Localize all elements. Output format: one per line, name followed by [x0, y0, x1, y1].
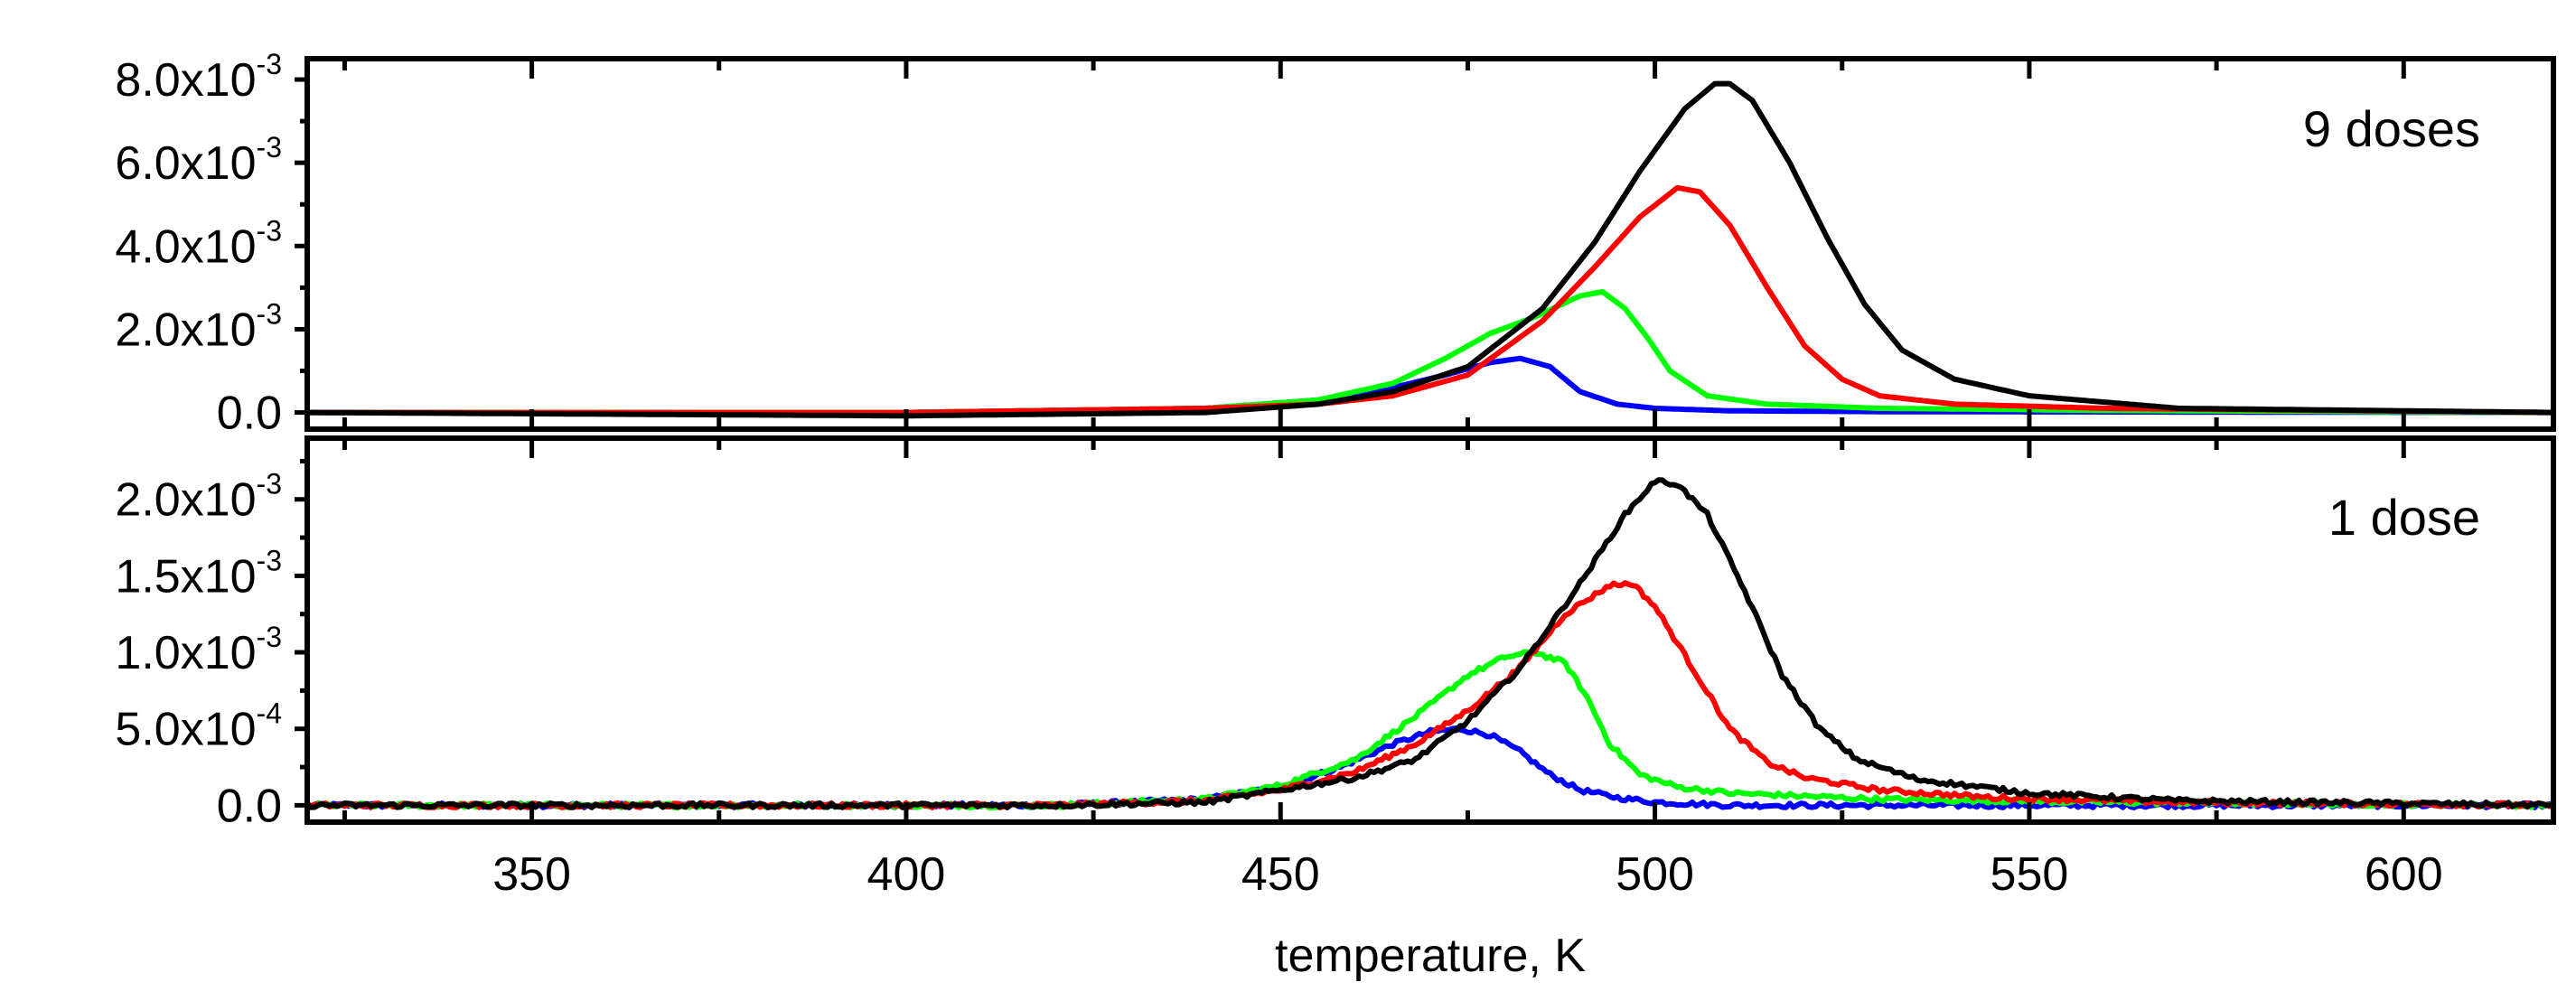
x-tick-label: 500	[1616, 848, 1694, 901]
bottom-series-group	[307, 477, 2553, 810]
bottom-y-tick-label: 2.0x10-3	[115, 468, 282, 527]
bottom-axis-ticks	[295, 438, 2406, 822]
top-panel-annotation: 9 doses	[2303, 100, 2480, 157]
bottom-series-black-line	[307, 477, 2553, 810]
bottom-panel-frame	[304, 435, 2556, 825]
top-y-tick-label: 2.0x10-3	[115, 297, 282, 356]
x-tick-label: 550	[1991, 848, 2069, 901]
bottom-y-tick-label: 5.0x10-4	[115, 697, 282, 756]
top-series-green-line	[307, 289, 2553, 416]
top-series-black-line	[307, 80, 2553, 419]
top-y-tick-label: 6.0x10-3	[115, 131, 282, 190]
x-tick-label: 350	[492, 848, 571, 901]
top-panel-frame	[304, 56, 2556, 432]
top-axis-ticks	[295, 59, 2406, 429]
x-tick-labels: 350 400 450 500 550 600	[492, 848, 2442, 901]
x-axis-title: temperature, K	[1275, 930, 1586, 982]
bottom-panel-annotation: 1 dose	[2328, 489, 2480, 546]
x-tick-label: 450	[1241, 848, 1320, 901]
bottom-panel: 0.0 5.0x10-4 1.0x10-3 1.5x10-3 2.0x10-3 1 do…	[115, 435, 2556, 833]
top-series-group	[307, 80, 2553, 419]
top-y-tick-label: 8.0x10-3	[115, 48, 282, 107]
x-tick-label: 400	[867, 848, 946, 901]
top-y-tick-labels: 0.0 2.0x10-3 4.0x10-3 6.0x10-3 8.0x10-3	[115, 48, 282, 440]
bottom-series-blue-line	[307, 725, 2553, 810]
top-y-tick-label: 4.0x10-3	[115, 214, 282, 273]
bottom-y-tick-labels: 0.0 5.0x10-4 1.0x10-3 1.5x10-3 2.0x10-3	[115, 468, 282, 833]
top-y-tick-label: 0.0	[217, 388, 282, 440]
bottom-series-red-line	[307, 580, 2553, 810]
x-tick-label: 600	[2365, 848, 2443, 901]
top-panel: 0.0 2.0x10-3 4.0x10-3 6.0x10-3 8.0x10-3 9 do…	[115, 48, 2556, 440]
bottom-y-tick-label: 0.0	[217, 780, 282, 832]
bottom-y-tick-label: 1.0x10-3	[115, 621, 282, 679]
bottom-y-tick-label: 1.5x10-3	[115, 544, 282, 603]
